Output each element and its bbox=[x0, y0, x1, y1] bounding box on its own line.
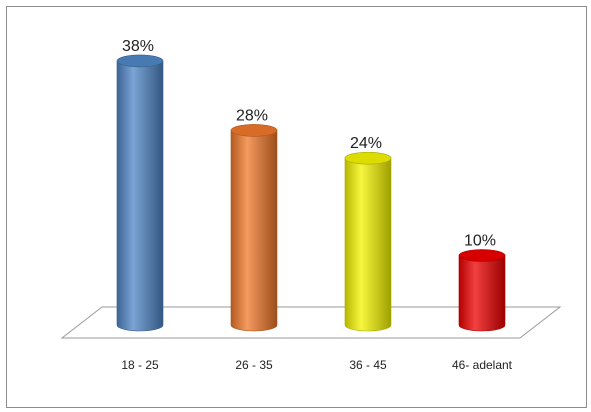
bar-body bbox=[230, 130, 278, 332]
x-tick-label: 18 - 25 bbox=[121, 358, 159, 372]
bar-top bbox=[458, 249, 506, 262]
chart-frame: 38% 18 - 25 28% 26 - 35 24% 36 - 45 10% 46- ade… bbox=[6, 6, 587, 408]
bar-body bbox=[458, 255, 506, 332]
bar-body bbox=[116, 60, 164, 332]
bar-2 bbox=[230, 124, 278, 332]
x-tick-label: 46- adelant bbox=[452, 358, 513, 372]
bar-3 bbox=[344, 151, 392, 332]
bar-body bbox=[344, 157, 392, 332]
bar-4 bbox=[458, 249, 506, 332]
data-label: 28% bbox=[236, 107, 268, 124]
x-tick-label: 26 - 35 bbox=[235, 358, 273, 372]
data-label: 38% bbox=[122, 38, 154, 55]
bar-chart: 38% 18 - 25 28% 26 - 35 24% 36 - 45 10% 46- ade… bbox=[60, 38, 562, 372]
x-tick-label: 36 - 45 bbox=[349, 358, 387, 372]
chart-floor bbox=[60, 306, 562, 339]
bar-1 bbox=[116, 54, 164, 332]
data-label: 10% bbox=[464, 233, 496, 250]
data-label: 24% bbox=[350, 135, 382, 152]
bar-top bbox=[344, 151, 392, 165]
bar-top bbox=[230, 124, 278, 137]
bar-top bbox=[116, 54, 164, 68]
